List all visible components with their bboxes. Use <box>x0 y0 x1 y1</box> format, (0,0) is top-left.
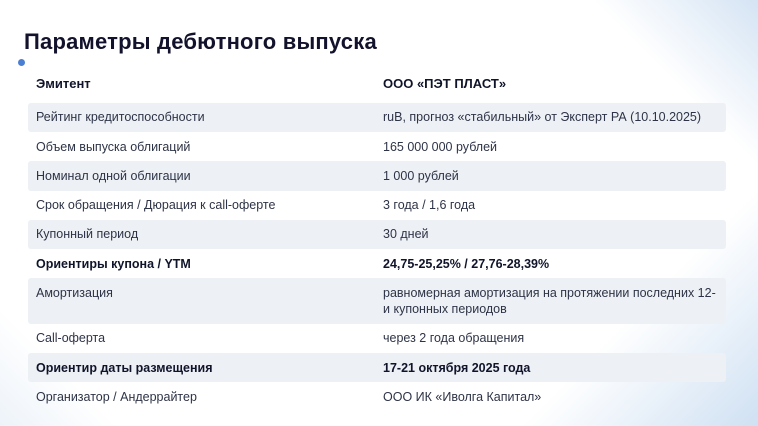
row-value: 17-21 октября 2025 года <box>383 360 531 375</box>
table-row: Организатор / Андеррайтер ООО ИК «Иволга… <box>28 382 726 411</box>
row-label: Ориентиры купона / YTM <box>36 256 191 271</box>
table-row: Эмитент ООО «ПЭТ ПЛАСТ» <box>28 66 726 103</box>
table-row: Ориентиры купона / YTM 24,75-25,25% / 27… <box>28 249 726 278</box>
parameters-table: Эмитент ООО «ПЭТ ПЛАСТ» Рейтинг кредитос… <box>28 66 726 412</box>
row-label: Объем выпуска облигаций <box>36 139 191 154</box>
row-value: ruB, прогноз «стабильный» от Эксперт РА … <box>383 110 702 125</box>
row-value: равномерная амортизация на протяжении по… <box>383 285 716 317</box>
table-row: Ориентир даты размещения 17-21 октября 2… <box>28 353 726 383</box>
row-value: 24,75-25,25% / 27,76-28,39% <box>383 256 550 271</box>
row-label: Ориентир даты размещения <box>36 360 213 375</box>
row-label: Амортизация <box>36 285 113 300</box>
table-row: Купонный период 30 дней <box>28 219 726 250</box>
row-label: Срок обращения / Дюрация к call-оферте <box>36 198 276 213</box>
table-row: Срок обращения / Дюрация к call-оферте 3… <box>28 191 726 220</box>
row-value: 165 000 000 рублей <box>383 139 498 154</box>
accent-dot <box>18 59 25 66</box>
row-label: Рейтинг кредитоспособности <box>36 110 205 125</box>
row-label: Номинал одной облигации <box>36 168 191 183</box>
row-value: ООО ИК «Иволга Капитал» <box>383 389 542 404</box>
table-row: Рейтинг кредитоспособности ruB, прогноз … <box>28 102 726 133</box>
table-row: Амортизация равномерная амортизация на п… <box>28 278 726 324</box>
row-label: Купонный период <box>36 227 139 242</box>
row-value: через 2 года обращения <box>383 331 525 346</box>
row-label: Эмитент <box>36 76 91 91</box>
row-value: 1 000 рублей <box>383 168 459 183</box>
table-row: Объем выпуска облигаций 165 000 000 рубл… <box>28 132 726 161</box>
page-title: Параметры дебютного выпуска <box>24 28 377 54</box>
table-row: Call-оферта через 2 года обращения <box>28 324 726 353</box>
row-value: ООО «ПЭТ ПЛАСТ» <box>383 76 507 91</box>
row-label: Организатор / Андеррайтер <box>36 389 197 404</box>
row-value: 3 года / 1,6 года <box>383 198 476 213</box>
table-row: Номинал одной облигации 1 000 рублей <box>28 161 726 191</box>
row-value: 30 дней <box>383 227 429 242</box>
row-label: Call-оферта <box>36 331 106 346</box>
